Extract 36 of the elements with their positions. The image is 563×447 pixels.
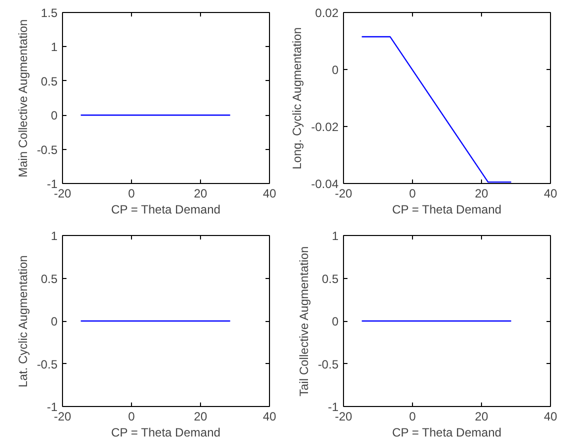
x-tick-label: 0 <box>409 410 416 424</box>
y-tick-label: 0.5 <box>40 74 58 88</box>
x-tick-label: 20 <box>194 410 208 424</box>
x-axis-title: CP = Theta Demand <box>111 426 220 440</box>
y-tick-label: 0.5 <box>322 272 339 286</box>
y-tick-label: 0 <box>50 108 58 123</box>
x-axis-title: CP = Theta Demand <box>111 202 220 216</box>
y-tick-label: 0 <box>332 63 339 77</box>
y-tick-label: 0 <box>50 314 58 328</box>
y-tick-label: 1.5 <box>40 6 58 20</box>
y-tick-label: 0.02 <box>315 6 339 20</box>
x-tick-label: 20 <box>474 410 488 424</box>
y-tick-label: 0.5 <box>40 272 58 286</box>
y-tick-label: -0.5 <box>318 357 339 372</box>
x-axis-title: CP = Theta Demand <box>392 426 502 440</box>
y-axis-title: Main Collective Augmentation <box>16 19 30 178</box>
y-tick-label: 0 <box>332 314 339 328</box>
y-axis-title: Tail Collective Augmentation <box>296 246 311 396</box>
x-tick-label: 40 <box>262 410 276 424</box>
y-axis-title: Lat. Cyclic Augmentation <box>16 255 30 388</box>
x-tick-label: 0 <box>409 186 416 200</box>
x-tick-label: 0 <box>128 410 136 424</box>
x-tick-label: 0 <box>128 186 136 200</box>
y-tick-label: 1 <box>50 229 58 243</box>
y-tick-label: 1 <box>50 40 58 54</box>
y-tick-label: -0.02 <box>311 120 339 134</box>
y-tick-label: 1 <box>332 229 339 243</box>
x-tick-label: 40 <box>544 186 558 200</box>
x-tick-label: 40 <box>544 410 558 424</box>
y-tick-label: -0.5 <box>36 357 58 372</box>
x-tick-label: 20 <box>474 186 488 200</box>
x-tick-label: 40 <box>262 186 276 200</box>
x-tick-label: 20 <box>194 186 208 200</box>
x-axis-title: CP = Theta Demand <box>392 202 502 216</box>
y-axis-title: Long. Cyclic Augmentation <box>290 27 304 170</box>
y-tick-label: -0.5 <box>36 142 58 157</box>
